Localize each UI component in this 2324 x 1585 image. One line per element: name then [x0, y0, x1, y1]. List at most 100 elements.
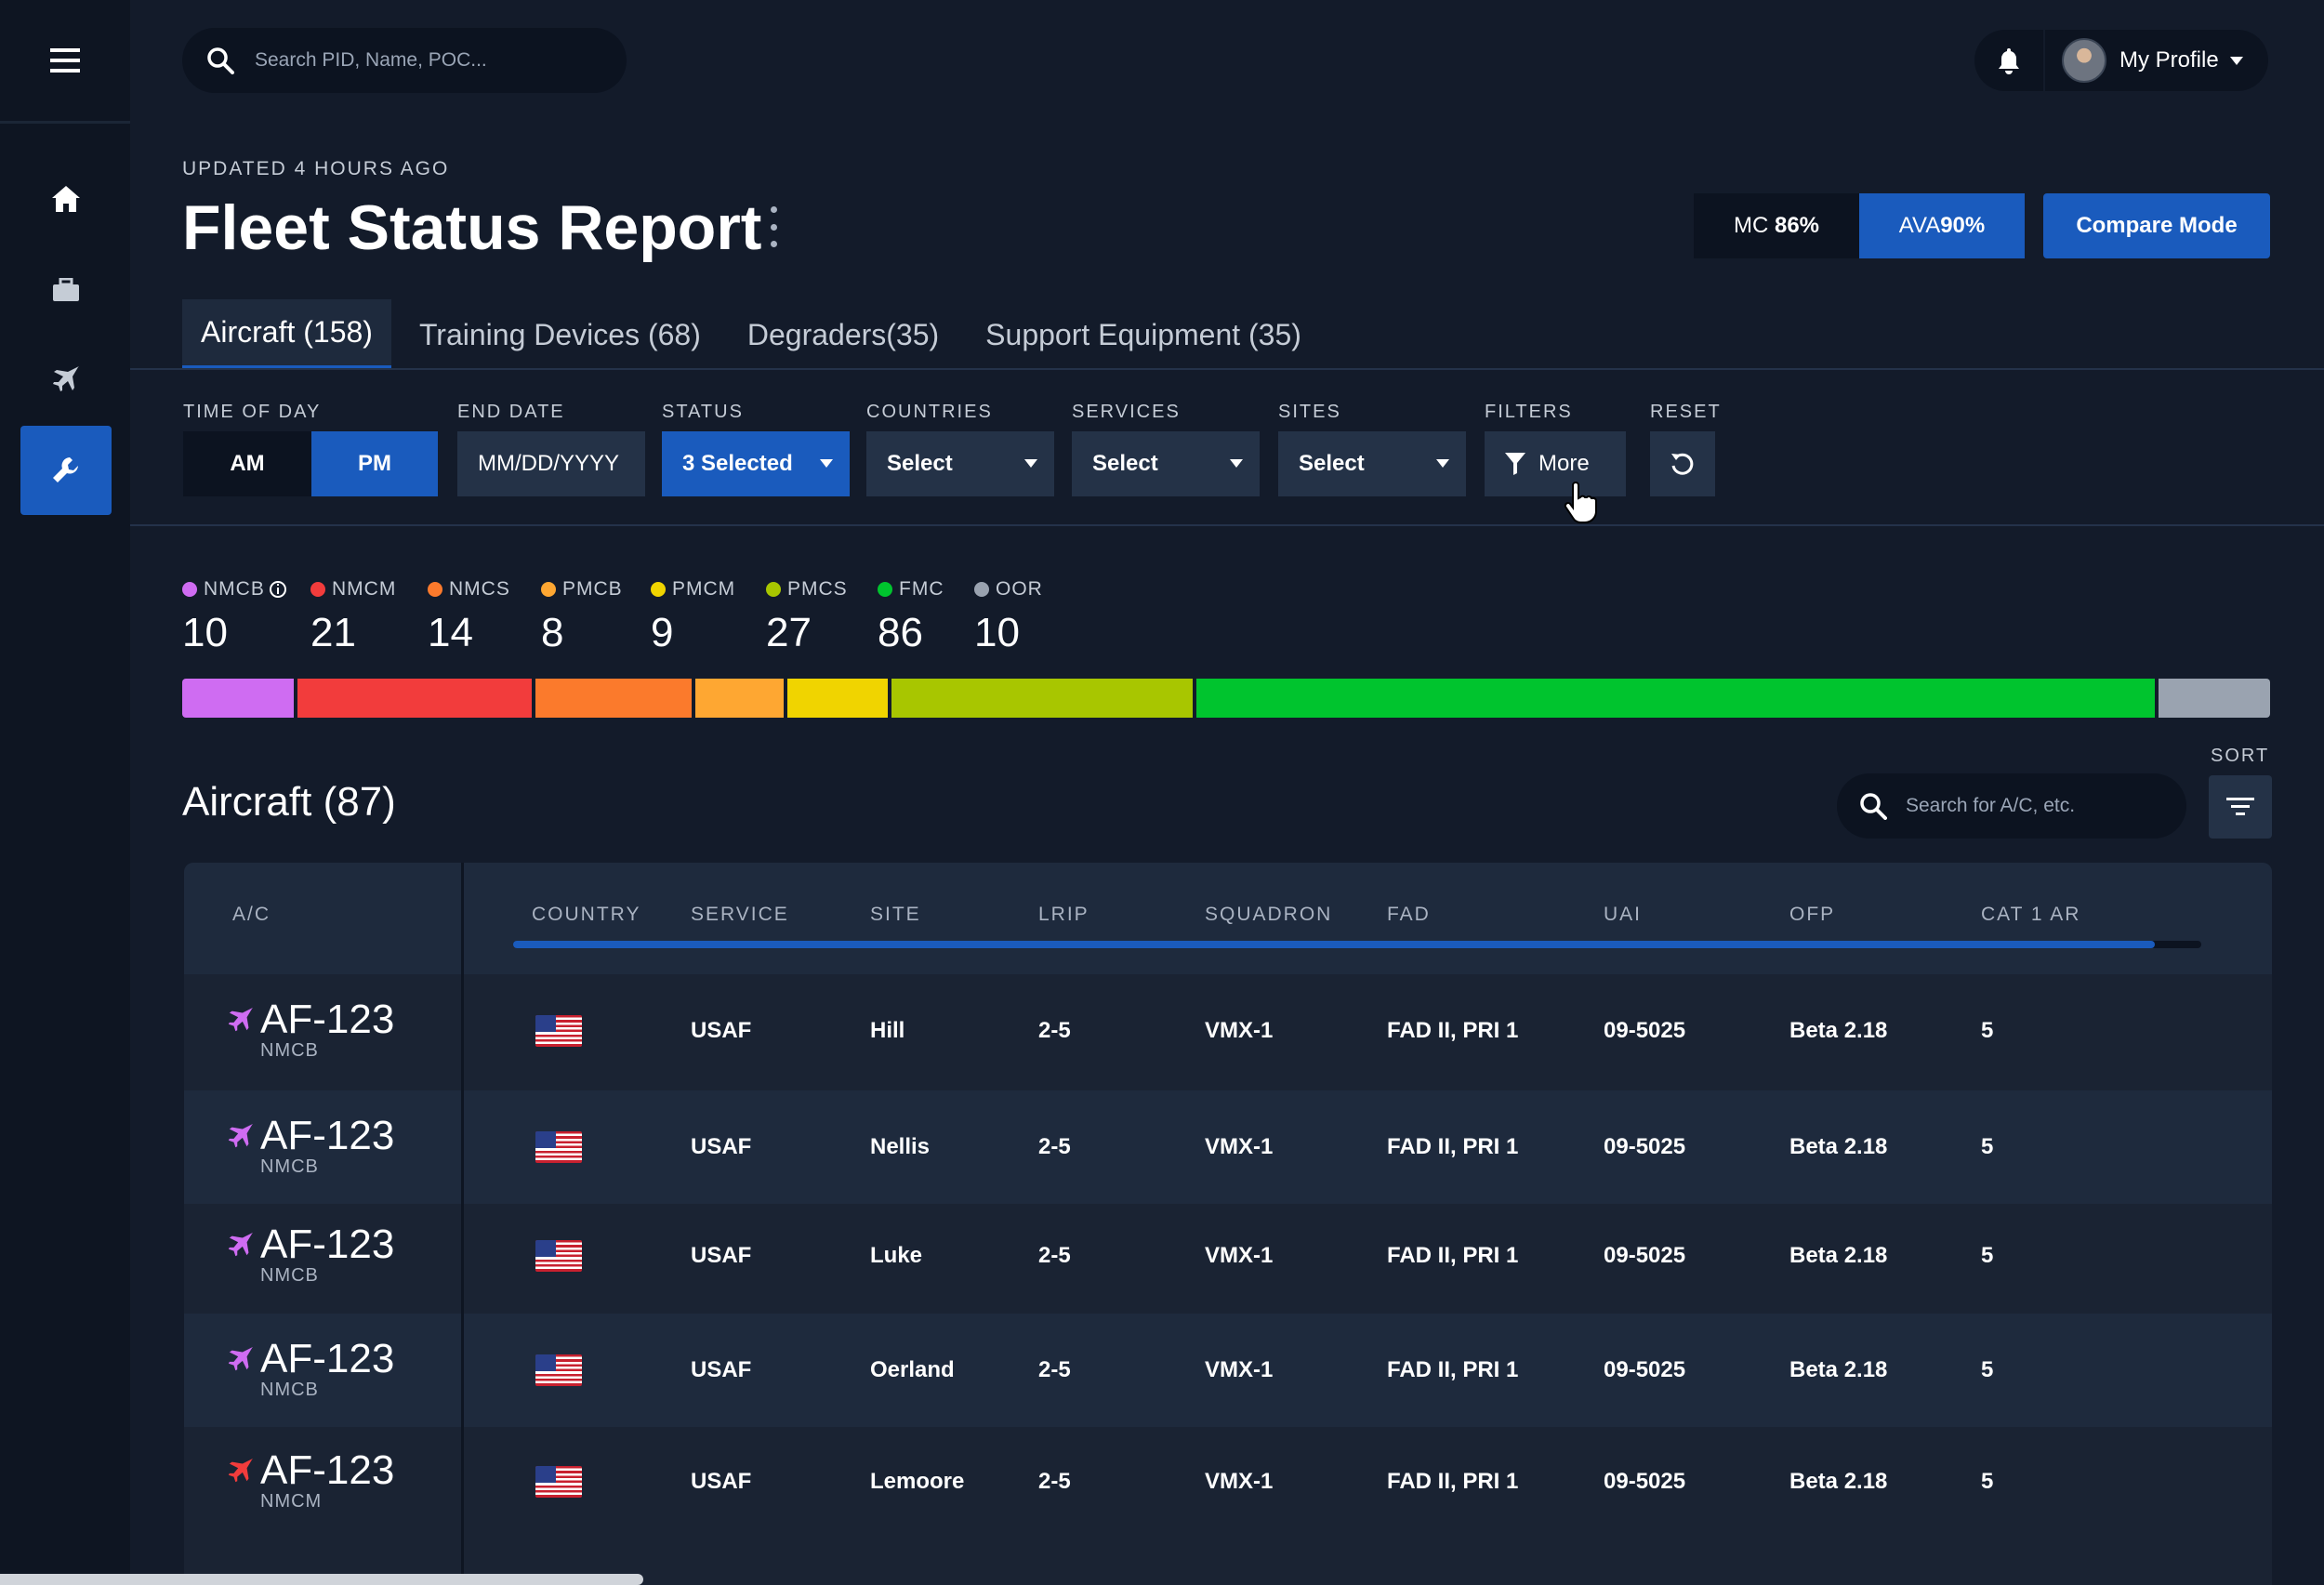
- cell-lrip: 2-5: [1038, 1134, 1071, 1159]
- stat-fmc: FMC 86: [878, 578, 944, 656]
- end-date-value: MM/DD/YYYY: [478, 451, 620, 476]
- cell-site: Lemoore: [870, 1469, 965, 1494]
- updated-timestamp: UPDATED 4 HOURS AGO: [182, 158, 450, 179]
- aircraft-search-input[interactable]: [1906, 795, 2175, 817]
- more-filters-value: More: [1538, 451, 1590, 476]
- pm-toggle[interactable]: PM: [311, 431, 438, 496]
- status-distribution-bar: [182, 679, 2270, 718]
- aircraft-cell: AF-123 NMCM: [227, 1447, 395, 1511]
- table-scrollbar-thumb[interactable]: [513, 941, 2155, 948]
- table-row[interactable]: AF-123 NMCM USAF Lemoore 2-5 VMX-1 FAD II, PRI…: [184, 1425, 2272, 1539]
- hamburger-icon: [50, 48, 80, 73]
- column-header[interactable]: COUNTRY: [532, 904, 641, 925]
- aircraft-id[interactable]: AF-123: [260, 997, 395, 1042]
- cell-service: USAF: [691, 1357, 752, 1382]
- column-header[interactable]: A/C: [232, 904, 271, 925]
- cell-squadron: VMX-1: [1205, 1018, 1274, 1043]
- table-row[interactable]: AF-123 NMCB USAF Nellis 2-5 VMX-1 FAD II, PRI …: [184, 1090, 2272, 1204]
- profile-menu[interactable]: My Profile: [2045, 30, 2268, 91]
- reset-label: RESET: [1650, 402, 1722, 422]
- aircraft-id[interactable]: AF-123: [260, 1113, 395, 1158]
- aircraft-cell: AF-123 NMCB: [227, 1222, 395, 1286]
- aircraft-id[interactable]: AF-123: [260, 1222, 395, 1267]
- stat-oor: OOR 10: [974, 578, 1043, 656]
- stat-pmcb: PMCB 8: [541, 578, 623, 656]
- jet-icon: [228, 1346, 254, 1371]
- info-icon[interactable]: [269, 580, 287, 599]
- filter-icon: [1505, 453, 1525, 475]
- notifications-button[interactable]: [1974, 30, 2043, 91]
- stat-value: 10: [182, 610, 228, 655]
- status-select[interactable]: 3 Selected: [662, 431, 850, 496]
- cell-squadron: VMX-1: [1205, 1469, 1274, 1494]
- aircraft-id[interactable]: AF-123: [260, 1447, 395, 1493]
- stat-label: NMCS: [449, 578, 510, 600]
- column-header[interactable]: FAD: [1387, 904, 1431, 925]
- mc-badge: MC 86%: [1694, 193, 1859, 258]
- us-flag-icon: [535, 1240, 582, 1272]
- chevron-down-icon: [1024, 459, 1037, 468]
- sites-select[interactable]: Select: [1278, 431, 1466, 496]
- sort-button[interactable]: [2209, 775, 2272, 839]
- status-select-value: 3 Selected: [682, 451, 793, 476]
- reset-button[interactable]: [1650, 431, 1715, 496]
- more-options-icon[interactable]: [768, 206, 779, 247]
- aircraft-status: NMCB: [260, 1040, 319, 1061]
- cell-fad: FAD II, PRI 1: [1387, 1243, 1519, 1268]
- column-header[interactable]: LRIP: [1038, 904, 1089, 925]
- bar-segment-pmcm: [787, 679, 889, 718]
- column-header[interactable]: OFP: [1789, 904, 1836, 925]
- aircraft-id[interactable]: AF-123: [260, 1336, 395, 1381]
- table-row[interactable]: AF-123 NMCB USAF Oerland 2-5 VMX-1 FAD II, PRI…: [184, 1314, 2272, 1427]
- nav-item-briefcase[interactable]: [20, 245, 112, 335]
- hand-cursor-icon: [1564, 482, 1597, 523]
- stat-label: PMCS: [787, 578, 848, 600]
- bell-icon: [1999, 48, 2019, 74]
- tab-support-equipment[interactable]: Support Equipment (35): [985, 317, 1301, 351]
- column-header[interactable]: CAT 1 AR: [1981, 904, 2081, 925]
- jet-icon: [228, 1458, 254, 1483]
- stat-label: PMCB: [562, 578, 623, 600]
- column-header[interactable]: SERVICE: [691, 904, 789, 925]
- stat-nmcm: NMCM 21: [310, 578, 396, 656]
- stat-label: OOR: [996, 578, 1043, 600]
- cell-cat1: 5: [1981, 1018, 1994, 1043]
- avatar: [2062, 38, 2106, 83]
- tab-aircraft[interactable]: Aircraft (158): [182, 299, 391, 370]
- chevron-down-icon: [1230, 459, 1243, 468]
- compare-mode-button[interactable]: Compare Mode: [2043, 193, 2270, 258]
- am-toggle[interactable]: AM: [183, 431, 311, 496]
- services-select[interactable]: Select: [1072, 431, 1260, 496]
- cell-lrip: 2-5: [1038, 1357, 1071, 1382]
- nav-item-home[interactable]: [20, 154, 112, 244]
- end-date-label: END DATE: [457, 402, 565, 422]
- cell-squadron: VMX-1: [1205, 1243, 1274, 1268]
- aircraft-table: A/C COUNTRY SERVICE SITE LRIP SQUADRON F…: [184, 863, 2272, 1585]
- nav-item-maintenance[interactable]: [20, 426, 112, 515]
- page-title: Fleet Status Report: [182, 192, 762, 263]
- column-header[interactable]: SITE: [870, 904, 921, 925]
- cell-ofp: Beta 2.18: [1789, 1357, 1888, 1382]
- table-row[interactable]: AF-123 NMCB USAF Hill 2-5 VMX-1 FAD II, PRI 1 0…: [184, 974, 2272, 1088]
- table-scrollbar[interactable]: [513, 941, 2201, 948]
- menu-button[interactable]: [0, 0, 130, 124]
- jet-icon: [53, 366, 79, 391]
- countries-select[interactable]: Select: [866, 431, 1054, 496]
- global-search-input[interactable]: [255, 49, 608, 72]
- nav-item-aircraft[interactable]: [20, 335, 112, 424]
- table-row[interactable]: AF-123 NMCB USAF Luke 2-5 VMX-1 FAD II, PRI 1 0…: [184, 1199, 2272, 1313]
- aircraft-cell: AF-123 NMCB: [227, 997, 395, 1061]
- us-flag-icon: [535, 1354, 582, 1386]
- more-filters-button[interactable]: More: [1485, 431, 1626, 496]
- stat-label: NMCB: [204, 578, 265, 600]
- tab-training-devices[interactable]: Training Devices (68): [418, 317, 701, 351]
- column-header[interactable]: SQUADRON: [1205, 904, 1333, 925]
- tab-degraders[interactable]: Degraders(35): [746, 317, 940, 351]
- end-date-input[interactable]: MM/DD/YYYY: [457, 431, 645, 496]
- chevron-down-icon: [820, 459, 833, 468]
- aircraft-status: NMCB: [260, 1265, 319, 1286]
- stat-pmcm: PMCM 9: [651, 578, 735, 656]
- page-scrollbar[interactable]: [0, 1574, 643, 1585]
- column-header[interactable]: UAI: [1604, 904, 1643, 925]
- cell-squadron: VMX-1: [1205, 1357, 1274, 1382]
